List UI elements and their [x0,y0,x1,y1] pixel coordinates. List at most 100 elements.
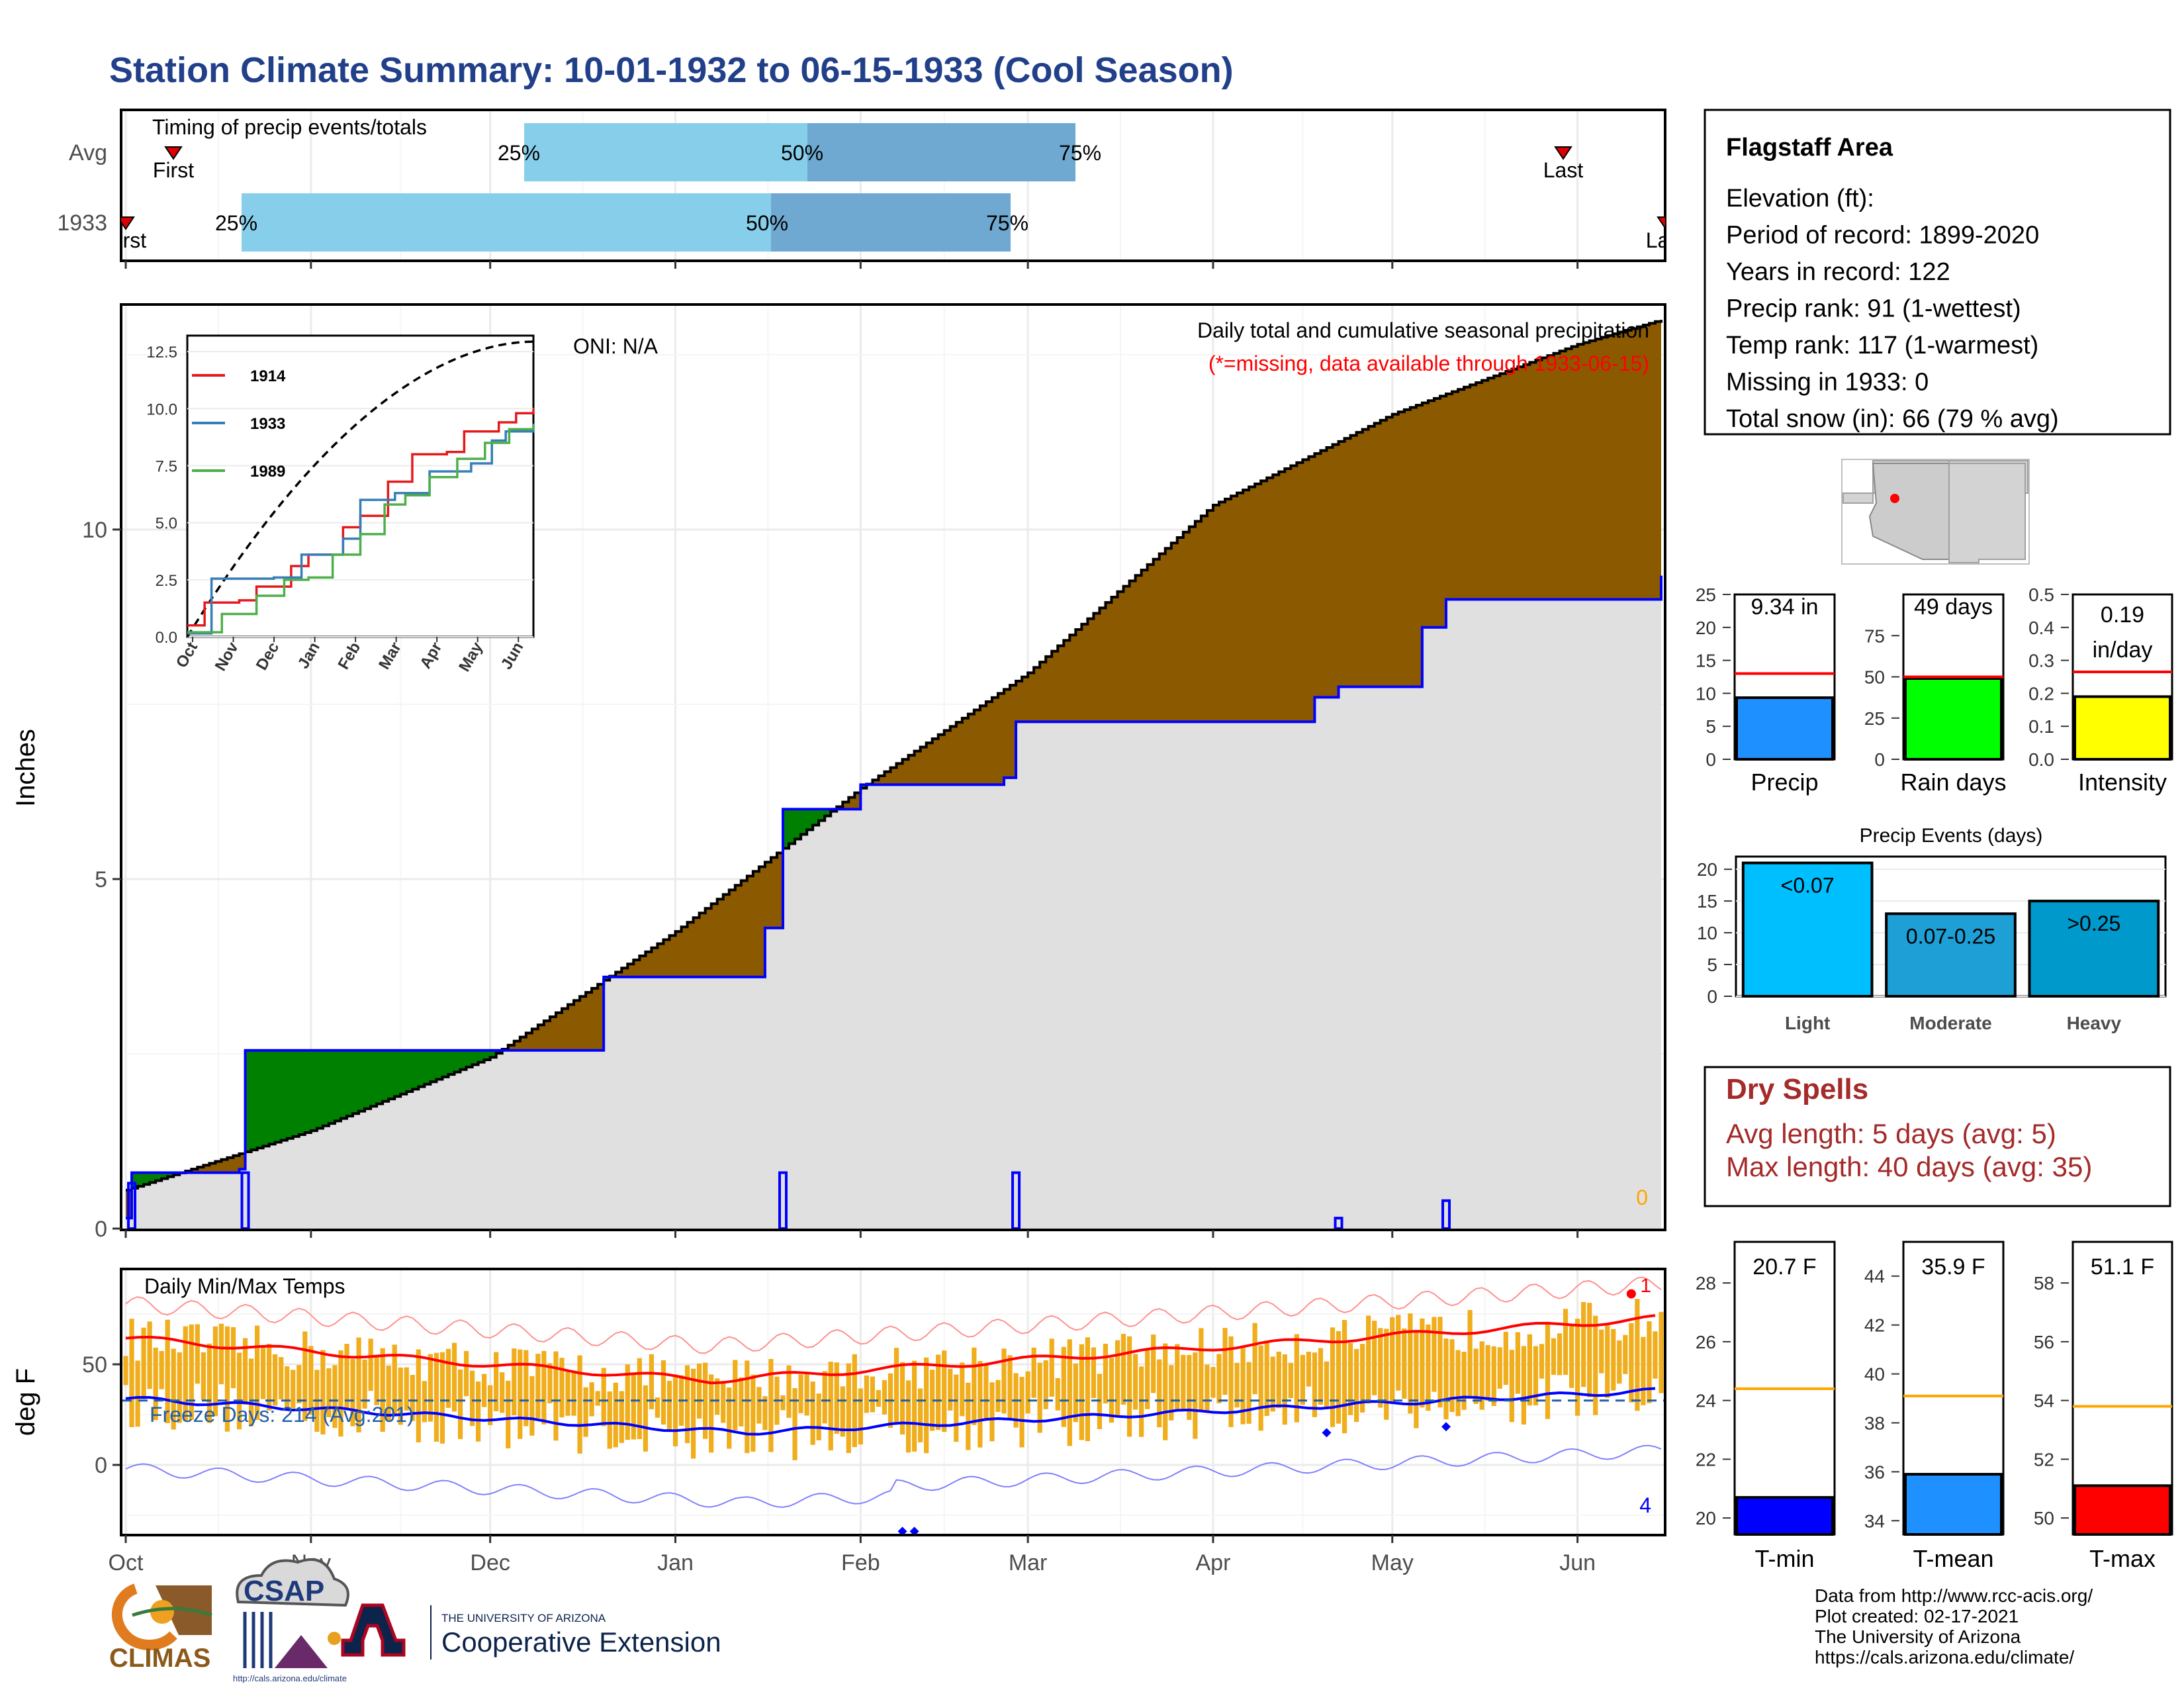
daily-temp-bar [1145,1349,1150,1409]
daily-temp-bar [756,1387,762,1424]
daily-temp-bar [1181,1354,1186,1411]
daily-temp-bar [1139,1366,1144,1437]
summary-bar-value: 49 days [1914,594,1993,620]
daily-temp-bar [684,1365,690,1444]
summary-bar-tick: 0.5 [2028,585,2054,605]
daily-temp-bar [721,1380,726,1423]
inset-line-1989 [187,424,535,633]
precip-caption: Daily total and cumulative seasonal prec… [1197,318,1649,342]
daily-temp-bar [672,1374,678,1446]
daily-temp-bar [1222,1328,1228,1395]
daily-temp-bar [291,1370,296,1409]
summary-bar-tick: 0.3 [2028,651,2054,671]
events-ytick: 20 [1697,859,1717,880]
obs-cumulative-line [126,575,1662,1220]
daily-temp-bar [804,1374,809,1416]
daily-temp-bar [1354,1348,1359,1423]
daily-temp-bar [768,1358,774,1452]
daily-temp-bar [248,1358,254,1427]
record-high-marker [1626,1289,1636,1299]
events-category: Moderate [1909,1013,1991,1033]
common-cumulative-area [126,575,1661,1229]
daily-temp-bar [828,1362,833,1451]
events-category: Heavy [2067,1013,2122,1033]
daily-temp-bar [308,1346,314,1415]
daily-temp-bar [380,1348,385,1432]
daily-temp-bar [1473,1348,1479,1404]
temp-bar-tick: 44 [1864,1266,1885,1287]
daily-temp-bar [1443,1338,1449,1420]
daily-temp-bar [619,1391,624,1443]
inset-avg-line [186,340,534,637]
daily-temp-bar [972,1347,977,1425]
month-label: Feb [841,1550,880,1575]
station-info-line: Period of record: 1899-2020 [1726,222,2039,250]
record-high-count: 1 [1640,1275,1651,1297]
daily-temp-bar [631,1374,636,1440]
daily-temp-bar [727,1387,732,1449]
inset-legend-label: 1989 [250,463,285,481]
daily-temp-bar [666,1380,672,1432]
daily-temp-bar [218,1323,224,1385]
daily-temp-bar [649,1354,655,1409]
events-bar-moderate [1885,912,2017,998]
station-info-line: Years in record: 122 [1726,258,1950,286]
temp-bar-tick: 52 [2034,1449,2054,1470]
summary-bar-precip: 25 20 15 10 5 0 9.34 in Precip [1696,585,1836,796]
daily-temp-bar [1091,1347,1097,1399]
daily-temp-bar [1234,1362,1240,1408]
climas-wordmark: CLIMAS [109,1644,210,1673]
record-low-marker [897,1526,907,1536]
daily-temp-bar [918,1388,923,1442]
timing-avg-50-label: 50% [781,141,823,165]
timing-1933-last-label: Last [1646,228,1686,252]
daily-temp-bar [1270,1356,1275,1412]
daily-temp-bar [506,1380,511,1449]
daily-temp-bar [1437,1317,1443,1408]
summary-bar-value: 9.34 in [1751,594,1818,620]
daily-temp-bar [1623,1335,1628,1374]
daily-temp-bar [147,1321,152,1389]
summary-bar-tick: 10 [1696,683,1716,704]
daily-temp-bar [368,1338,373,1391]
daily-temp-bar [135,1360,140,1427]
precip-panel: Inches 0 5 10 ONI: N/A Daily total and cum… [11,303,1666,1242]
timing-1933-25-label: 25% [215,211,257,235]
daily-temp-bar [338,1350,343,1437]
daily-temp-bar [1043,1360,1048,1409]
daily-temp-bar [1611,1329,1616,1391]
daily-temp-bar [1467,1310,1473,1396]
precip-missing-note: (*=missing, data available through 1933-… [1208,352,1649,375]
temp-bar-tick: 36 [1864,1462,1885,1482]
footer-line: https://cals.arizona.edu/climate/ [1815,1647,2074,1667]
summary-bar-tick: 75 [1864,626,1885,646]
inset-ytick: 5.0 [156,515,177,533]
daily-temp-bar [1282,1354,1287,1425]
daily-temp-bar [660,1360,666,1425]
record-low-marker [909,1526,919,1536]
daily-temp-bar [559,1358,565,1418]
summary-bar-label: Precip [1751,769,1818,796]
daily-temp-bar [709,1374,714,1453]
daily-temp-bar [1539,1344,1545,1379]
normal-low-line [125,1387,1656,1436]
precip-ylabel: Inches [11,729,40,807]
events-ytick: 10 [1697,923,1717,943]
daily-temp-bar [224,1326,230,1432]
timing-1933-last-marker [1657,216,1665,230]
daily-temp-bar [1384,1329,1389,1420]
daily-temp-bar [362,1359,367,1409]
daily-temp-bar [451,1342,457,1412]
daily-temp-bar [1109,1358,1115,1423]
daily-temp-bar [643,1385,648,1452]
daily-temp-bar [1659,1311,1664,1393]
temp-bar-label: T-max [2089,1545,2156,1572]
daily-temp-bar [547,1363,553,1403]
daily-temp-bar [1037,1362,1042,1433]
temp-bar-tick: 40 [1864,1364,1885,1385]
inset-ytick: 2.5 [156,572,177,590]
events-ytick: 15 [1697,891,1717,912]
station-info-line: Temp rank: 117 (1-warmest) [1726,332,2038,359]
daily-temp-bar [261,1346,266,1399]
summary-bar-value: 0.19 [2101,602,2144,628]
